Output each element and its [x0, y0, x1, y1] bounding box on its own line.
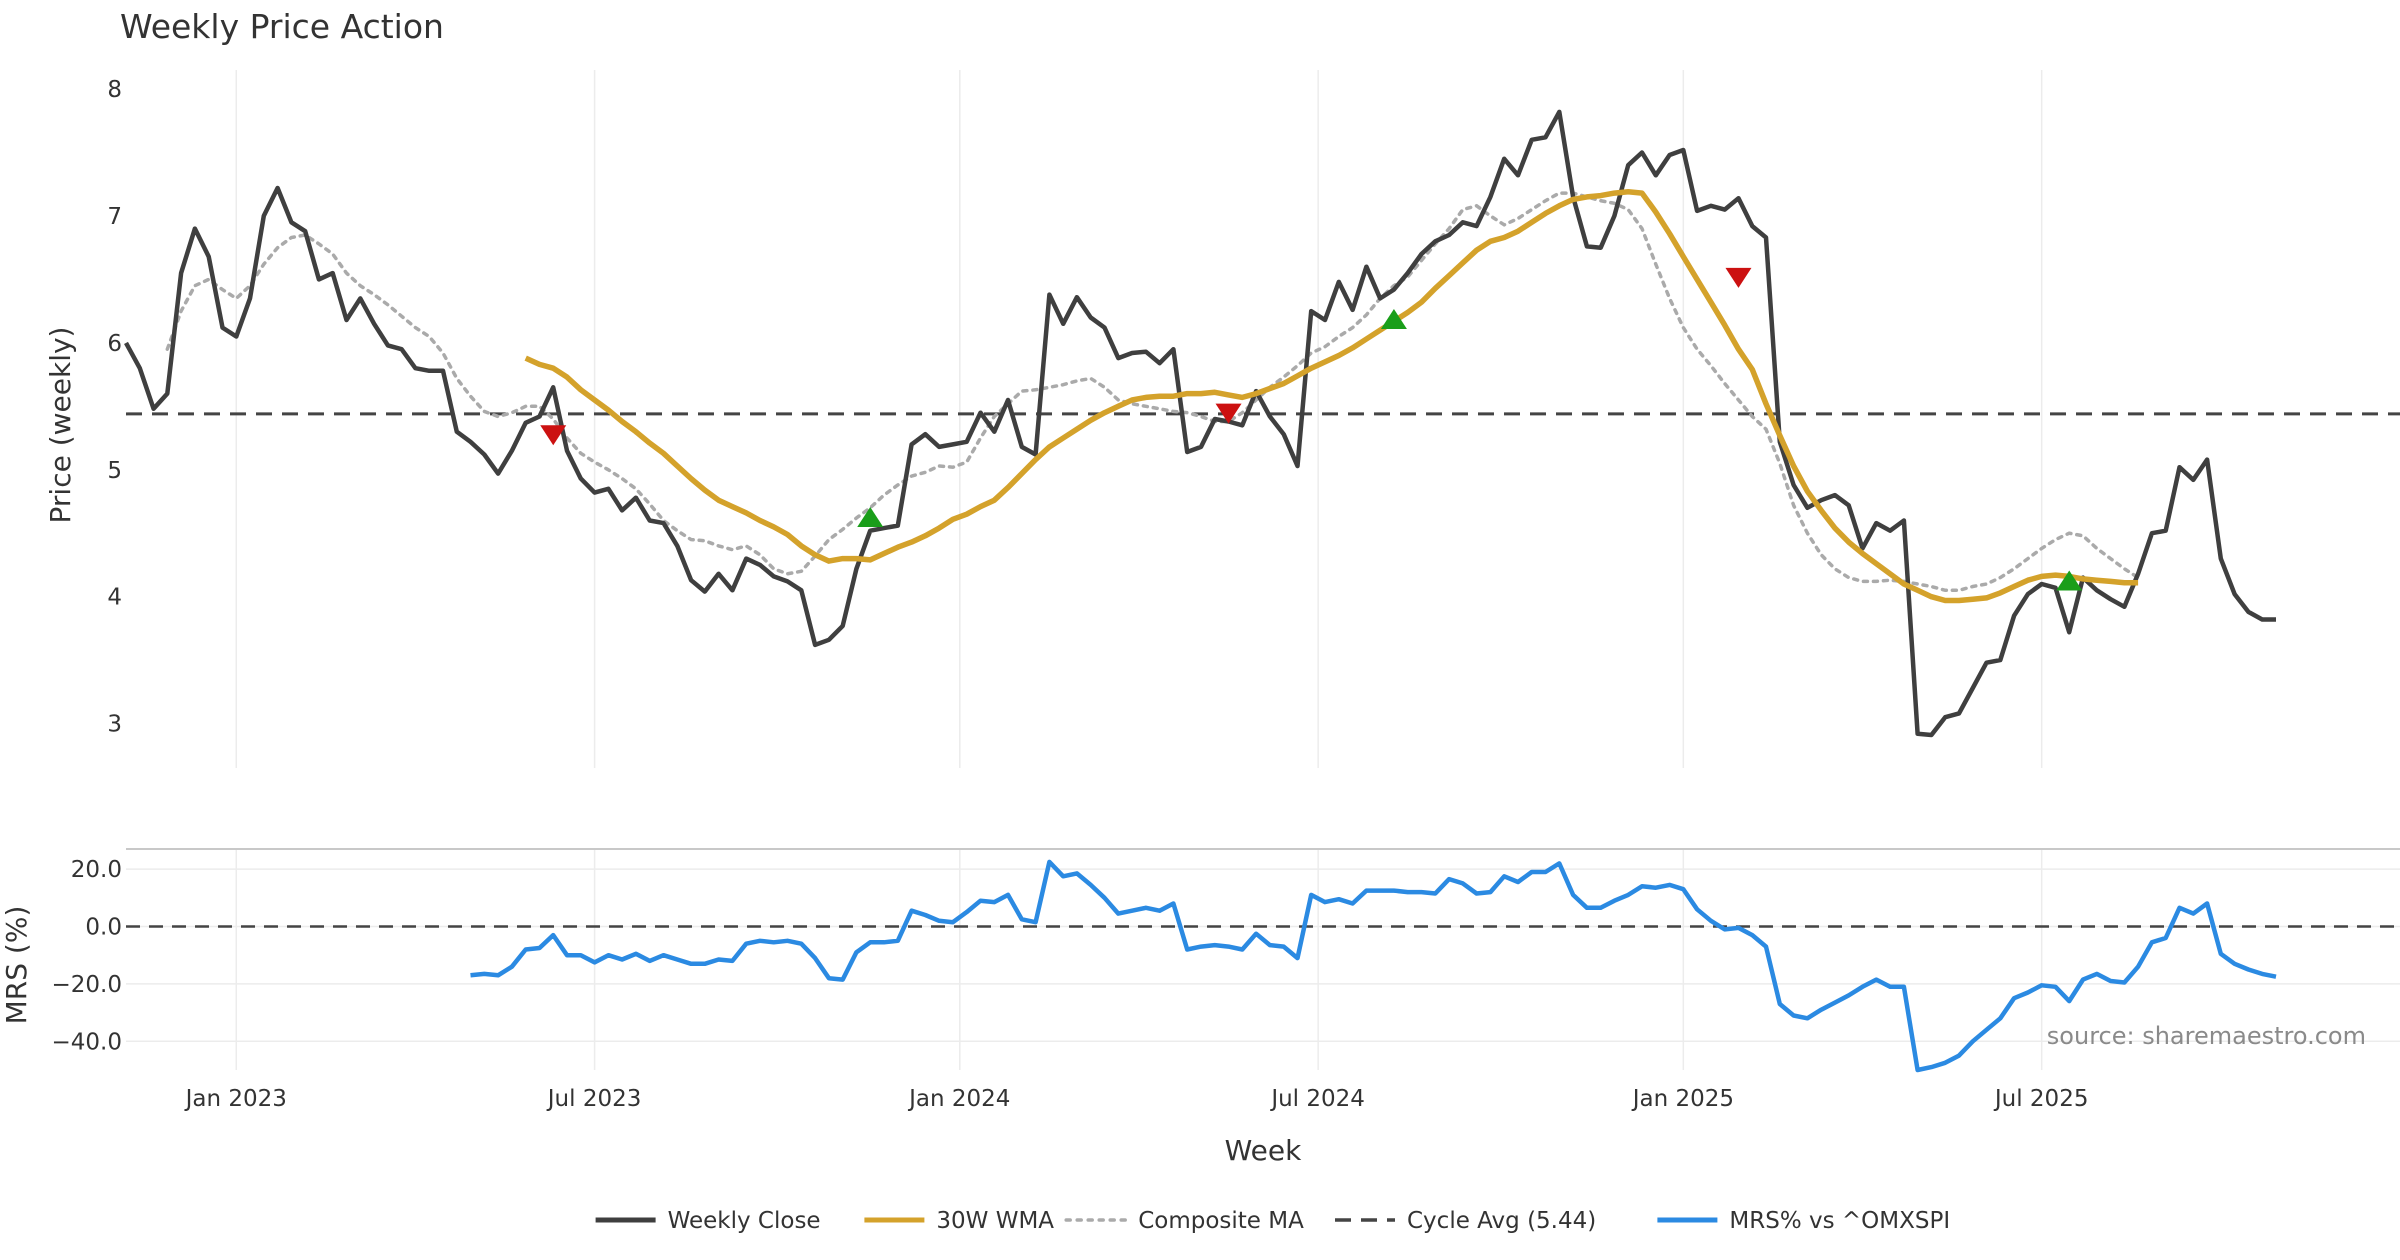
x-tick-label-4: Jan 2025: [1631, 1086, 1734, 1112]
legend-label-0: Weekly Close: [668, 1208, 821, 1234]
legend-label-3: Cycle Avg (5.44): [1407, 1208, 1596, 1234]
x-tick-label-0: Jan 2023: [184, 1086, 287, 1112]
price-grid: [235, 70, 2043, 768]
x-tick-label-5: Jul 2025: [1993, 1086, 2089, 1112]
price-y-tick-0: 3: [107, 712, 122, 738]
mrs-y-axis-label: MRS (%): [0, 906, 33, 1025]
sell-signal-marker-0: [540, 425, 567, 446]
mrs-series: [126, 859, 2400, 1073]
buy-signal-marker-0: [857, 506, 884, 527]
source-credit: source: sharemaestro.com: [2047, 1022, 2366, 1050]
price-y-tick-3: 6: [107, 331, 122, 357]
sell-signal-marker-2: [1725, 267, 1752, 288]
price-y-tick-5: 8: [107, 77, 122, 103]
legend-label-4: MRS% vs ^OMXSPI: [1729, 1208, 1950, 1234]
x-axis-label: Week: [1225, 1134, 1302, 1167]
x-tick-label-3: Jul 2024: [1269, 1086, 1365, 1112]
legend: Weekly Close 30W WMA Composite MA Cycle Avg…: [595, 1208, 1950, 1234]
x-tick-label-1: Jul 2023: [546, 1086, 642, 1112]
mrs-line: [470, 859, 2277, 1073]
wma-30w-line: [524, 189, 2139, 604]
price-y-tick-2: 5: [107, 458, 122, 484]
chart-title: Weekly Price Action: [120, 7, 444, 46]
mrs-y-tick-3: −40.0: [52, 1029, 122, 1055]
composite-ma-line: [165, 191, 2140, 593]
x-tick-label-2: Jan 2024: [907, 1086, 1010, 1112]
price-y-axis-label: Price (weekly): [44, 327, 77, 524]
mrs-y-tick-1: 0.0: [85, 914, 122, 940]
weekly-close-line: [124, 109, 2276, 738]
sell-signal-marker-1: [1215, 403, 1242, 424]
mrs-y-tick-2: −20.0: [52, 972, 122, 998]
price-y-tick-4: 7: [107, 204, 122, 230]
legend-label-1: 30W WMA: [936, 1208, 1054, 1234]
price-y-tick-1: 4: [107, 585, 122, 611]
x-ticks: Jan 2023 Jul 2023 Jan 2024 Jul 2024 Jan 2025…: [184, 1086, 2089, 1112]
mrs-y-tick-0: 20.0: [71, 857, 122, 883]
legend-label-2: Composite MA: [1138, 1208, 1304, 1234]
price-y-ticks: 3 4 5 6 7 8: [107, 77, 122, 738]
buy-signal-marker-2: [2056, 570, 2083, 591]
buy-signal-marker-1: [1380, 309, 1407, 330]
price-series: [124, 109, 2400, 738]
mrs-y-ticks: 20.0 0.0 −20.0 −40.0: [52, 857, 122, 1055]
